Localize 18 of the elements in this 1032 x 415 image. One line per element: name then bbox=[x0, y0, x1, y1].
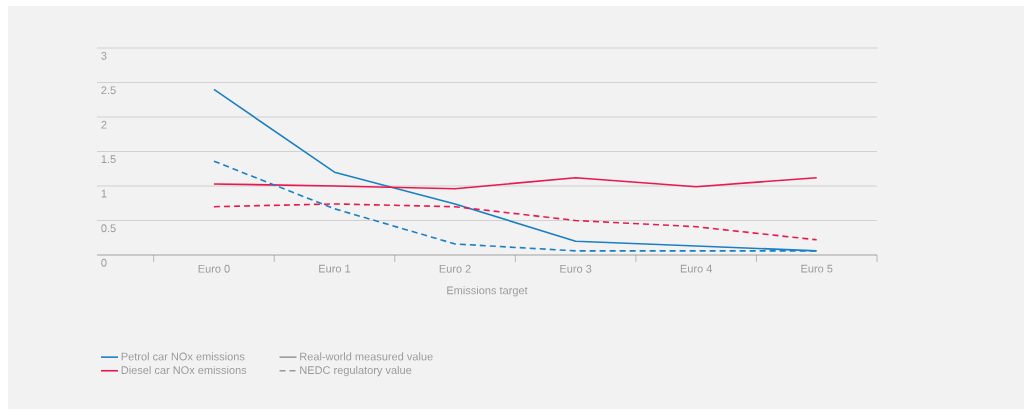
y-tick-label: 2 bbox=[101, 120, 107, 129]
y-tick-label: 3 bbox=[101, 51, 107, 60]
legend-label: Real-world measured value bbox=[300, 352, 433, 361]
x-tick-label: Euro 2 bbox=[439, 264, 471, 273]
y-tick-label: 0 bbox=[101, 258, 107, 267]
y-tick-label: 1 bbox=[101, 189, 107, 198]
x-tick-label: Euro 3 bbox=[560, 264, 592, 273]
y-tick-label: 0.5 bbox=[101, 224, 116, 233]
x-tick-label: Euro 5 bbox=[801, 264, 833, 273]
legend-label: NEDC regulatory value bbox=[300, 365, 412, 377]
y-tick-label: 2.5 bbox=[101, 86, 116, 95]
x-tick-label: Euro 1 bbox=[319, 264, 351, 273]
legend-label: Diesel car NOx emissions bbox=[121, 365, 247, 375]
legend-label: Petrol car NOx emissions bbox=[121, 352, 245, 361]
x-axis-title: Emissions target bbox=[447, 286, 528, 297]
x-tick-label: Euro 0 bbox=[198, 264, 230, 273]
y-tick-label: 1.5 bbox=[101, 155, 116, 164]
x-tick-label: Euro 4 bbox=[680, 264, 713, 273]
